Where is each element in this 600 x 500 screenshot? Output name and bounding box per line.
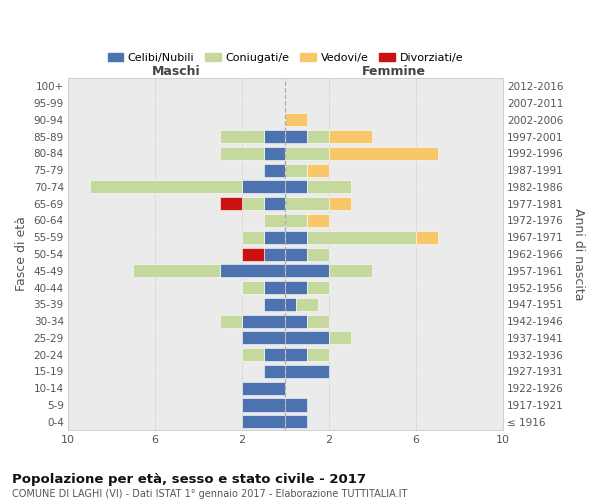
Bar xyxy=(220,147,263,160)
Bar xyxy=(286,264,329,278)
Y-axis label: Anni di nascita: Anni di nascita xyxy=(572,208,585,300)
Bar xyxy=(242,398,286,411)
Bar xyxy=(416,230,437,244)
Text: COMUNE DI LAGHI (VI) - Dati ISTAT 1° gennaio 2017 - Elaborazione TUTTITALIA.IT: COMUNE DI LAGHI (VI) - Dati ISTAT 1° gen… xyxy=(12,489,407,499)
Bar xyxy=(263,365,286,378)
Bar xyxy=(263,348,286,361)
Bar xyxy=(286,147,329,160)
Legend: Celibi/Nubili, Coniugati/e, Vedovi/e, Divorziati/e: Celibi/Nubili, Coniugati/e, Vedovi/e, Di… xyxy=(103,48,467,67)
Bar xyxy=(263,298,286,311)
Bar xyxy=(286,332,329,344)
Bar xyxy=(242,230,263,244)
Bar xyxy=(307,281,329,294)
Bar xyxy=(307,348,329,361)
Text: Popolazione per età, sesso e stato civile - 2017: Popolazione per età, sesso e stato civil… xyxy=(12,472,366,486)
Bar xyxy=(307,180,350,194)
Bar xyxy=(263,230,286,244)
Bar xyxy=(286,298,296,311)
Bar xyxy=(263,197,286,210)
Bar xyxy=(263,147,286,160)
Bar xyxy=(263,130,286,143)
Text: Maschi: Maschi xyxy=(152,64,201,78)
Bar xyxy=(307,164,329,176)
Bar xyxy=(286,348,307,361)
Bar xyxy=(263,214,286,227)
Bar xyxy=(296,298,318,311)
Bar xyxy=(242,348,263,361)
Bar xyxy=(286,214,307,227)
Bar xyxy=(220,130,263,143)
Bar xyxy=(220,264,286,278)
Bar xyxy=(286,114,307,126)
Bar xyxy=(242,415,286,428)
Bar xyxy=(286,398,307,411)
Bar xyxy=(242,332,286,344)
Bar xyxy=(307,314,329,328)
Bar xyxy=(133,264,220,278)
Bar xyxy=(286,281,307,294)
Y-axis label: Fasce di età: Fasce di età xyxy=(15,216,28,292)
Bar xyxy=(307,214,329,227)
Bar xyxy=(242,281,263,294)
Bar xyxy=(263,281,286,294)
Bar xyxy=(263,164,286,176)
Text: Femmine: Femmine xyxy=(362,64,426,78)
Bar xyxy=(242,382,286,395)
Bar xyxy=(286,365,329,378)
Bar xyxy=(307,248,329,260)
Bar xyxy=(329,147,437,160)
Bar xyxy=(286,130,307,143)
Bar xyxy=(263,248,286,260)
Bar xyxy=(307,130,329,143)
Bar xyxy=(329,332,350,344)
Bar xyxy=(286,314,307,328)
Bar xyxy=(286,164,307,176)
Bar xyxy=(286,248,307,260)
Bar xyxy=(220,314,242,328)
Bar xyxy=(242,197,263,210)
Bar xyxy=(242,248,263,260)
Bar xyxy=(329,264,373,278)
Bar xyxy=(242,180,286,194)
Bar xyxy=(242,314,286,328)
Bar xyxy=(286,415,307,428)
Bar xyxy=(329,130,373,143)
Bar xyxy=(329,197,350,210)
Bar xyxy=(286,230,307,244)
Bar xyxy=(90,180,242,194)
Bar xyxy=(286,180,307,194)
Bar xyxy=(307,230,416,244)
Bar xyxy=(220,197,242,210)
Bar xyxy=(286,197,329,210)
